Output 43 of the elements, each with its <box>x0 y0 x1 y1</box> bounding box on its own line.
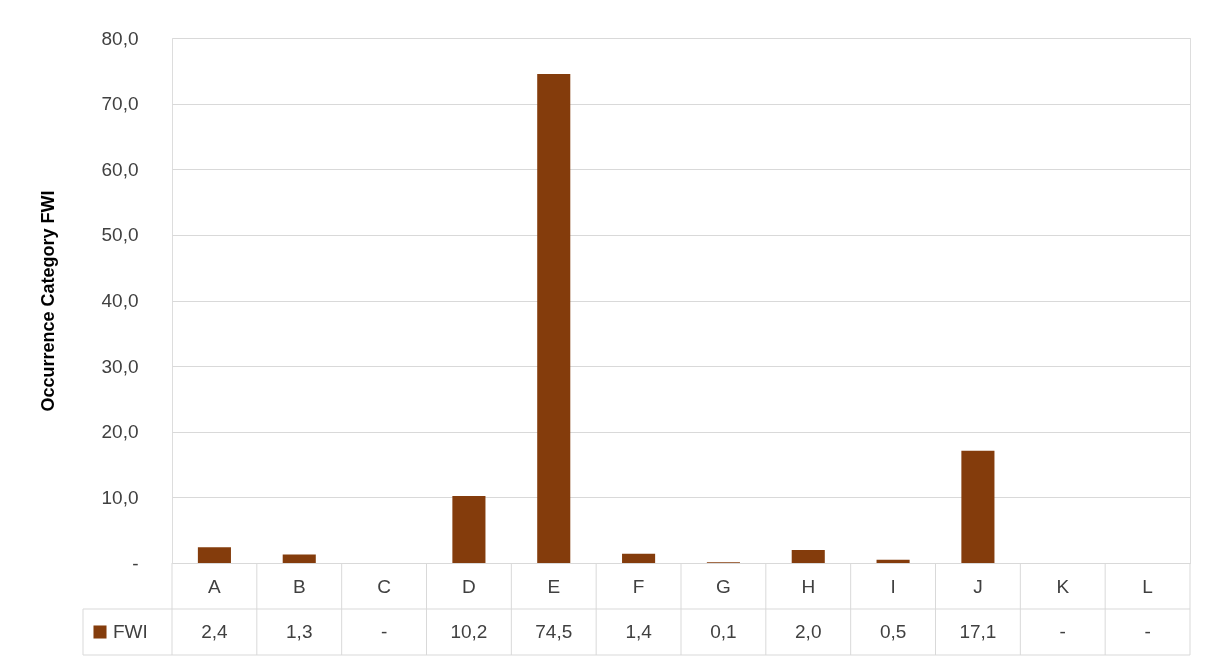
x-tick-label: L <box>1142 575 1153 597</box>
y-tick-label: 70,0 <box>101 93 139 115</box>
y-axis-title: Occurrence Category FWI <box>37 190 58 412</box>
data-label: 2,4 <box>201 621 229 642</box>
x-tick-label: E <box>547 575 561 597</box>
data-label: 1,4 <box>625 621 653 642</box>
x-tick-label: G <box>716 575 731 597</box>
x-tick-label: H <box>801 575 816 597</box>
x-tick-label: J <box>973 575 983 597</box>
x-tick-label: A <box>208 575 222 597</box>
data-label: 2,0 <box>795 621 822 642</box>
bar <box>876 559 910 563</box>
data-label: 0,1 <box>710 621 737 642</box>
data-label: 74,5 <box>535 621 573 642</box>
x-tick-label: D <box>462 575 476 597</box>
x-tick-label: C <box>377 575 391 597</box>
bar <box>791 549 825 563</box>
bar <box>197 547 231 563</box>
y-tick-label: 30,0 <box>101 355 139 377</box>
y-tick-label: - <box>132 552 139 574</box>
x-tick-label: F <box>632 575 645 597</box>
data-label: 10,2 <box>450 621 488 642</box>
y-tick-label: 40,0 <box>101 290 139 311</box>
bar <box>282 554 316 563</box>
legend-label: FWI <box>113 621 148 642</box>
data-label: 0,5 <box>879 621 907 642</box>
y-tick-label: 60,0 <box>101 158 139 180</box>
bar <box>961 450 995 563</box>
y-tick-label: 20,0 <box>101 421 139 443</box>
bar <box>537 74 571 563</box>
y-tick-label: 50,0 <box>101 224 139 246</box>
x-tick-label: I <box>890 575 896 597</box>
data-label: 17,1 <box>959 621 997 642</box>
data-label: - <box>380 621 388 642</box>
x-tick-label: B <box>292 575 306 597</box>
y-tick-label: 10,0 <box>101 486 139 508</box>
x-tick-label: K <box>1056 575 1070 597</box>
data-label: - <box>1144 621 1151 642</box>
data-label: - <box>1059 621 1066 642</box>
bar <box>452 496 486 563</box>
bar <box>622 553 656 563</box>
y-tick-label: 80,0 <box>101 27 139 49</box>
data-label: 1,3 <box>286 621 313 642</box>
